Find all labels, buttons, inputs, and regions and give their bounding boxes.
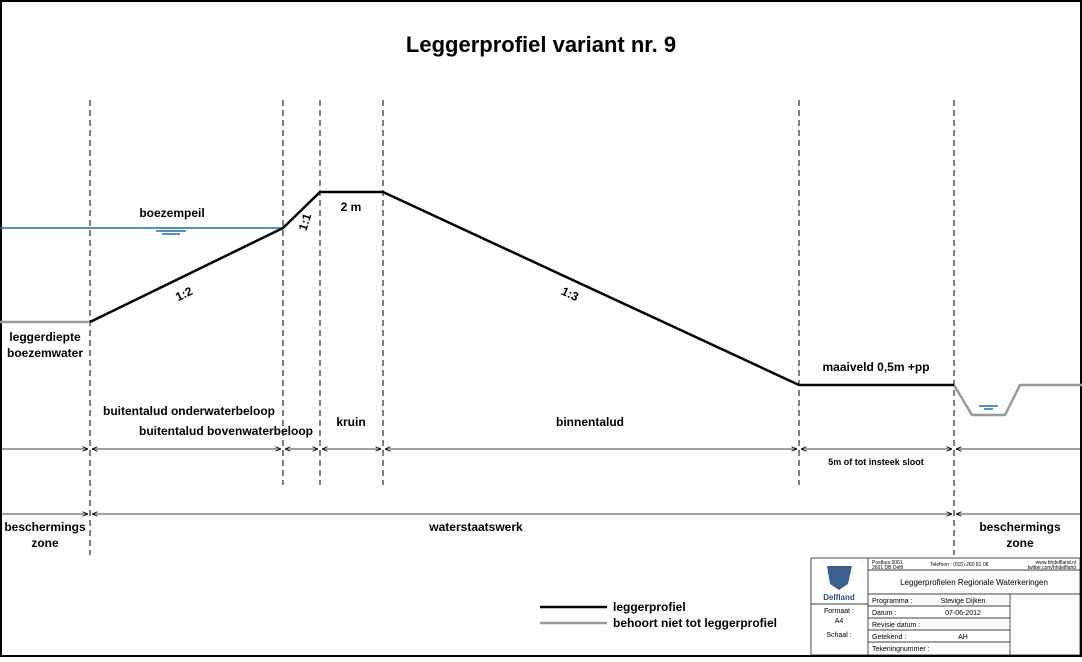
- area-label: beschermings: [979, 520, 1061, 534]
- label: boezemwater: [7, 346, 83, 360]
- tb-text: Formaat :: [824, 608, 854, 615]
- tb-text: Postbus 3061: [872, 560, 903, 566]
- area-label: waterstaatswerk: [428, 520, 523, 534]
- tb-text: Schaal :: [826, 632, 851, 639]
- zone-label: buitentalud bovenwaterbeloop: [139, 424, 313, 438]
- tb-text: Programma :: [872, 598, 913, 605]
- label: leggerdiepte: [9, 330, 81, 344]
- tb-text: Telefoon : (015) 260 81 08: [930, 562, 989, 568]
- legend-label: leggerprofiel: [613, 600, 686, 614]
- logo-shield: [827, 566, 852, 590]
- zone-label: kruin: [336, 415, 365, 429]
- label: 1:1: [296, 211, 315, 232]
- profile: [89, 190, 954, 387]
- tb-text: Revisie datum :: [872, 622, 920, 629]
- tb-text: 07-06-2012: [945, 610, 981, 617]
- label: 2 m: [341, 200, 362, 214]
- water-symbol: [156, 230, 998, 410]
- label: boezempeil: [139, 206, 204, 220]
- area-label: zone: [1006, 536, 1034, 550]
- dimension-lines: [0, 449, 1082, 514]
- label: 1:3: [559, 284, 581, 304]
- tb-text: Datum :: [872, 610, 897, 617]
- title-block: [810, 557, 1081, 656]
- zone-label: binnentalud: [556, 415, 624, 429]
- tb-text: 2601 DB Delft: [872, 565, 904, 571]
- area-label: beschermings: [4, 520, 86, 534]
- tb-text: twitter.com/hhdelfland: [1028, 565, 1077, 571]
- label: 1:2: [173, 284, 195, 304]
- legend-label: behoort niet tot leggerprofiel: [613, 616, 777, 630]
- label: maaiveld 0,5m +pp: [822, 360, 929, 374]
- zone-label: 5m of tot insteek sloot: [828, 457, 924, 467]
- tb-text: Stevige Dijken: [941, 598, 986, 605]
- tb-text: Leggerprofielen Regionale Waterkeringen: [900, 578, 1048, 587]
- ditch: [952, 383, 1082, 417]
- title: Leggerprofiel variant nr. 9: [406, 32, 676, 57]
- area-label: zone: [31, 536, 59, 550]
- tb-text: A4: [835, 618, 844, 625]
- tb-text: AH: [958, 634, 968, 641]
- tb-text: www.hhdelfland.nl: [1036, 560, 1076, 566]
- zone-label: buitentalud onderwaterbeloop: [103, 404, 275, 418]
- tb-text: Tekeningnummer :: [872, 646, 930, 653]
- tb-text: Getekend :: [872, 634, 906, 641]
- dashed-guides: [89, 100, 955, 555]
- logo-text: Delfland: [823, 593, 855, 602]
